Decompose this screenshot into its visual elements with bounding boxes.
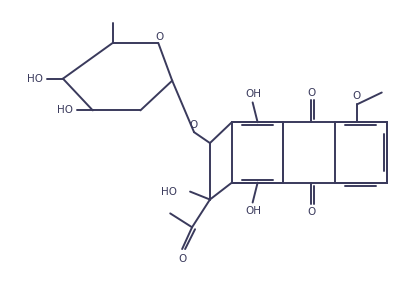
Text: HO: HO bbox=[161, 187, 177, 197]
Text: O: O bbox=[306, 207, 314, 218]
Text: OH: OH bbox=[245, 207, 261, 216]
Text: O: O bbox=[155, 32, 163, 42]
Text: O: O bbox=[352, 91, 360, 102]
Text: O: O bbox=[306, 88, 314, 97]
Text: O: O bbox=[188, 120, 196, 130]
Text: OH: OH bbox=[245, 89, 261, 99]
Text: O: O bbox=[178, 254, 186, 264]
Text: HO: HO bbox=[27, 74, 43, 84]
Text: HO: HO bbox=[57, 105, 73, 115]
